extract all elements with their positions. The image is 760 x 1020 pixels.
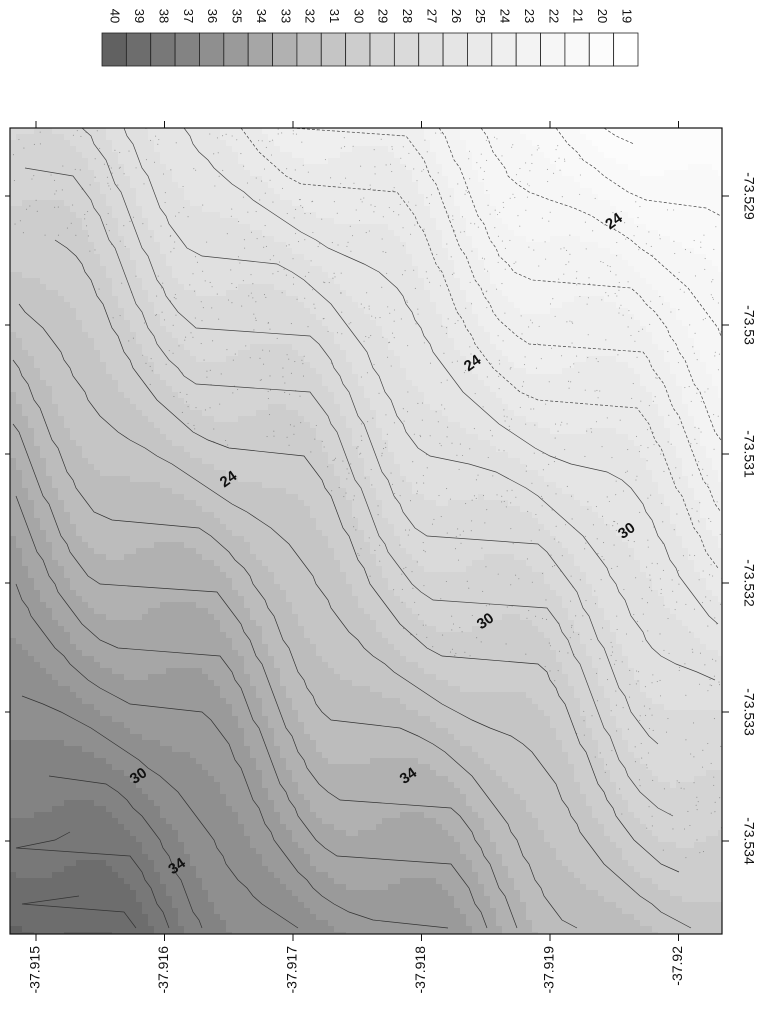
legend-swatch	[492, 33, 516, 66]
plot-area: 2424243030303434	[10, 128, 725, 939]
x-tick-label: -37.917	[284, 946, 300, 994]
legend-swatch	[151, 33, 175, 66]
x-tick-label: -37.915	[27, 946, 43, 994]
legend-label: 23	[522, 9, 537, 23]
y-tick-label: -73.534	[741, 817, 757, 865]
legend-label: 30	[351, 9, 366, 23]
legend-swatch	[467, 33, 491, 66]
legend-swatch	[394, 33, 418, 66]
x-tick-label: -37.916	[155, 946, 171, 994]
legend-swatch	[541, 33, 565, 66]
legend-label: 26	[449, 9, 464, 23]
y-tick-label: -73.53	[741, 305, 757, 345]
legend-label: 31	[327, 9, 342, 23]
legend-swatch	[321, 33, 345, 66]
legend-swatch	[443, 33, 467, 66]
x-tick-label: -37.92	[669, 946, 685, 986]
legend-swatch	[199, 33, 223, 66]
legend-swatch	[589, 33, 613, 66]
legend-swatch	[370, 33, 394, 66]
legend-label: 24	[498, 9, 513, 23]
legend-label: 22	[546, 9, 561, 23]
legend-label: 28	[400, 9, 415, 23]
legend-swatch	[419, 33, 443, 66]
legend-label: 34	[254, 9, 269, 23]
legend-swatch	[175, 33, 199, 66]
legend-label: 19	[619, 9, 634, 23]
legend-swatch	[565, 33, 589, 66]
x-tick-label: -37.919	[541, 946, 557, 994]
legend-swatch	[126, 33, 150, 66]
x-tick-label: -37.918	[412, 946, 428, 994]
y-tick-label: -73.529	[741, 172, 757, 220]
legend-label: 20	[595, 9, 610, 23]
legend-swatch	[102, 33, 126, 66]
legend-swatch	[224, 33, 248, 66]
legend-label: 29	[376, 9, 391, 23]
legend-label: 35	[230, 9, 245, 23]
y-tick-label: -73.533	[741, 688, 757, 736]
legend-label: 25	[473, 9, 488, 23]
legend-label: 33	[278, 9, 293, 23]
legend-label: 21	[571, 9, 586, 23]
legend-swatch	[273, 33, 297, 66]
legend-label: 32	[303, 9, 318, 23]
legend-swatch	[516, 33, 540, 66]
legend-swatch	[346, 33, 370, 66]
legend-swatch	[614, 33, 638, 66]
legend-label: 37	[181, 9, 196, 23]
legend-label: 38	[156, 9, 171, 23]
y-tick-label: -73.532	[741, 559, 757, 607]
y-tick-label: -73.531	[741, 430, 757, 478]
legend-label: 27	[424, 9, 439, 23]
legend-label: 39	[132, 9, 147, 23]
legend-swatch	[248, 33, 272, 66]
legend-swatch	[297, 33, 321, 66]
legend-label: 36	[205, 9, 220, 23]
legend-label: 40	[108, 9, 123, 23]
color-scale-legend: 40 39 38 37 36 35 34 33 32 31 30 29 28 27 26 25 24 23 22 21…	[102, 9, 638, 66]
